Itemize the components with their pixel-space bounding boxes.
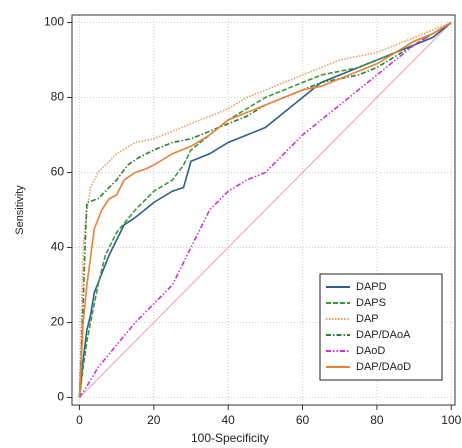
x-tick-label: 20: [147, 413, 161, 427]
y-tick-label: 40: [51, 240, 65, 254]
y-tick-label: 80: [51, 90, 65, 104]
x-axis-label: 100-Specificity: [191, 431, 269, 445]
y-tick-label: 60: [51, 165, 65, 179]
reference-line: [79, 22, 452, 398]
roc-curve: [78, 21, 452, 398]
x-tick-label: 80: [370, 413, 384, 427]
y-axis-label: Sensitivity: [14, 185, 26, 235]
legend-label: DAP/DAoD: [356, 361, 411, 373]
x-tick-label: 40: [221, 413, 235, 427]
roc-curve: [78, 21, 452, 398]
legend-label: DAP/DAoA: [356, 329, 411, 341]
legend: DAPD DAPS DAP DAP/DAoA DAoD DAP/DAoD: [319, 273, 443, 381]
x-tick-label: 60: [296, 413, 310, 427]
legend-box: [319, 273, 443, 381]
legend-label: DAoD: [356, 345, 385, 357]
legend-label: DAPD: [356, 281, 387, 293]
legend-label: DAPS: [356, 297, 386, 309]
y-tick-label: 0: [57, 390, 64, 404]
x-tick-label: 100: [441, 413, 461, 427]
x-tick-label: 0: [76, 413, 83, 427]
plot-frame: [71, 14, 456, 406]
y-tick-label: 100: [44, 15, 64, 29]
legend-label: DAP: [356, 313, 379, 325]
roc-curve: [78, 21, 452, 398]
y-tick-label: 20: [51, 315, 65, 329]
